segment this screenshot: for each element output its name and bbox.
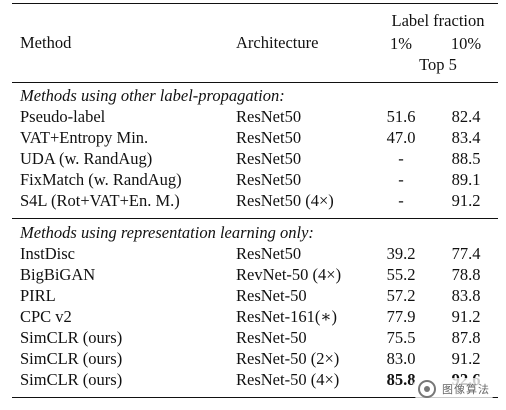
table-row-value-1: - (398, 149, 404, 168)
table-row-value-1: 57.2 (386, 286, 416, 305)
table-row-value-1: 85.8 (386, 370, 416, 389)
section-title-representation-learning: Methods using representation learning on… (20, 223, 314, 242)
header-label-fraction: Label fraction (391, 11, 485, 30)
table-row-architecture: ResNet50 (4×) (236, 191, 334, 210)
table-row-architecture: ResNet-161(∗) (236, 307, 338, 326)
table-row-method: SimCLR (ours) (20, 349, 123, 368)
table-row-method: SimCLR (ours) (20, 328, 123, 347)
table-row-architecture: ResNet-50 (236, 286, 307, 305)
table-row-value-1: 55.2 (386, 265, 416, 284)
header-method: Method (20, 33, 72, 52)
table-row-method: CPC v2 (20, 307, 72, 326)
watermark: 图像算法 (412, 378, 496, 400)
table-row-architecture: RevNet-50 (4×) (236, 265, 342, 284)
table-bottom-rule (12, 397, 498, 399)
table-row-value-10: 83.8 (451, 286, 481, 305)
table-row-method: Pseudo-label (20, 107, 106, 126)
table-row-method: S4L (Rot+VAT+En. M.) (20, 191, 180, 210)
table-row-method: VAT+Entropy Min. (20, 128, 149, 147)
table-row-architecture: ResNet50 (236, 244, 302, 263)
table-row-method: FixMatch (w. RandAug) (20, 170, 182, 189)
watermark-logo-icon (418, 380, 436, 398)
table-row-value-1: 75.5 (386, 328, 416, 347)
header-metric: Top 5 (419, 55, 457, 74)
table-row-value-10: 91.2 (451, 307, 481, 326)
table-row-architecture: ResNet-50 (236, 328, 307, 347)
table-row-value-1: 39.2 (386, 244, 416, 263)
table-row-value-1: 83.0 (386, 349, 416, 368)
table-row-value-10: 82.4 (451, 107, 481, 126)
table-row-value-1: 47.0 (386, 128, 416, 147)
table-row-value-10: 89.1 (451, 170, 481, 189)
table-row-architecture: ResNet50 (236, 107, 302, 126)
table-row-architecture: ResNet50 (236, 170, 302, 189)
table-row-value-10: 91.2 (451, 349, 481, 368)
table-row-value-10: 87.8 (451, 328, 481, 347)
table-row-value-10: 78.8 (451, 265, 481, 284)
table-row-value-1: 51.6 (386, 107, 416, 126)
header-fraction-1: 1% (390, 34, 412, 53)
table-row-value-10: 77.4 (451, 244, 481, 263)
header-rule (12, 82, 498, 83)
table-row-value-10: 91.2 (451, 191, 481, 210)
table-top-rule (12, 3, 498, 5)
header-architecture: Architecture (236, 33, 319, 52)
table-row-method: UDA (w. RandAug) (20, 149, 153, 168)
table-row-value-1: - (398, 170, 404, 189)
table-row-value-10: 88.5 (451, 149, 481, 168)
table-row-method: SimCLR (ours) (20, 370, 123, 389)
section-title-label-propagation: Methods using other label-propagation: (20, 86, 285, 105)
watermark-text: 图像算法 (442, 383, 490, 396)
table-row-method: BigBiGAN (20, 265, 96, 284)
table-row-architecture: ResNet50 (236, 149, 302, 168)
table-row-architecture: ResNet-50 (2×) (236, 349, 340, 368)
section-rule (12, 218, 498, 219)
table-row-architecture: ResNet50 (236, 128, 302, 147)
header-fraction-10: 10% (450, 34, 482, 53)
table-row-architecture: ResNet-50 (4×) (236, 370, 340, 389)
table-row-value-1: - (398, 191, 404, 210)
table-row-method: InstDisc (20, 244, 75, 263)
table-row-method: PIRL (20, 286, 56, 305)
table-row-value-1: 77.9 (386, 307, 416, 326)
table-row-value-10: 83.4 (451, 128, 481, 147)
